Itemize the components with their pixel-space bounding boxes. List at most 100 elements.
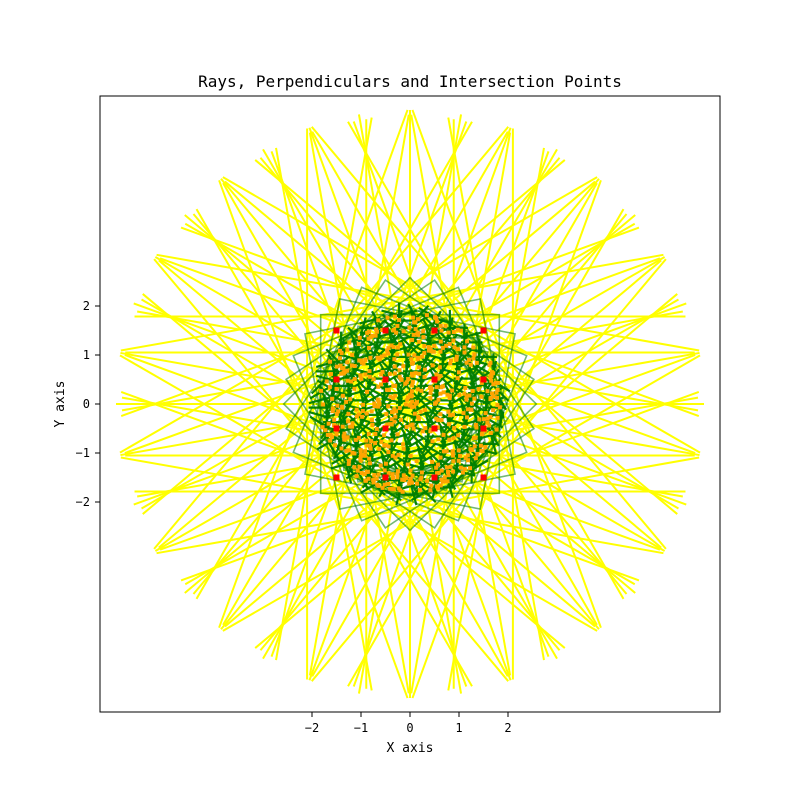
intersection-point: [462, 345, 467, 350]
intersection-point: [458, 453, 463, 458]
intersection-point: [334, 386, 339, 391]
intersection-point: [328, 359, 333, 364]
intersection-point: [334, 364, 339, 369]
intersection-point-red: [431, 327, 438, 334]
intersection-point: [371, 377, 376, 382]
intersection-point: [409, 480, 414, 485]
intersection-point: [495, 403, 500, 408]
intersection-point: [452, 425, 457, 430]
intersection-point: [472, 444, 477, 449]
intersection-point: [385, 387, 390, 392]
intersection-point: [463, 455, 468, 460]
intersection-point: [417, 487, 422, 492]
intersection-point: [428, 488, 433, 493]
intersection-point: [408, 423, 413, 428]
intersection-point: [458, 328, 463, 333]
plot-area: [116, 109, 704, 699]
intersection-point: [438, 483, 443, 488]
ray-line: [358, 492, 598, 632]
perpendicular-segment: [418, 365, 439, 378]
intersection-point: [418, 409, 423, 414]
intersection-point-red: [382, 327, 389, 334]
intersection-point: [490, 391, 495, 396]
intersection-point: [442, 475, 447, 480]
ray-line: [375, 157, 561, 377]
ray-line: [153, 258, 332, 471]
intersection-point: [448, 413, 453, 418]
intersection-point: [438, 349, 443, 354]
intersection-point: [418, 477, 423, 482]
ray-line: [409, 403, 558, 660]
intersection-point: [397, 317, 402, 322]
intersection-point: [386, 404, 391, 409]
intersection-point: [417, 371, 422, 376]
intersection-point: [363, 449, 368, 454]
intersection-point: [347, 458, 352, 463]
y-tick-label: −2: [76, 495, 90, 509]
intersection-point: [472, 396, 477, 401]
perpendicular-segment: [418, 452, 439, 465]
intersection-point: [356, 412, 361, 417]
ray-line: [153, 337, 332, 550]
x-axis-label: X axis: [387, 741, 434, 756]
ray-line: [347, 447, 487, 687]
intersection-point: [467, 393, 472, 398]
intersection-point: [446, 330, 451, 335]
intersection-point: [439, 477, 444, 482]
y-tick-label: 0: [83, 397, 90, 411]
intersection-point: [321, 402, 326, 407]
intersection-point: [326, 421, 331, 426]
ray-line: [222, 492, 462, 632]
intersection-point: [392, 327, 397, 332]
intersection-point: [451, 436, 456, 441]
intersection-point: [405, 397, 410, 402]
intersection-point: [461, 411, 466, 416]
intersection-point: [327, 385, 332, 390]
intersection-point: [379, 354, 384, 359]
perpendicular-segment: [309, 386, 330, 400]
intersection-point: [409, 405, 414, 410]
intersection-point: [467, 357, 472, 362]
intersection-point: [424, 313, 429, 318]
intersection-point: [445, 392, 450, 397]
intersection-point: [374, 327, 379, 332]
intersection-point: [347, 448, 352, 453]
intersection-point: [468, 362, 473, 367]
intersection-point: [425, 478, 430, 483]
intersection-point: [385, 315, 390, 320]
intersection-point: [374, 476, 379, 481]
intersection-point: [444, 343, 449, 348]
intersection-point: [426, 345, 431, 350]
intersection-point: [456, 458, 461, 463]
intersection-point: [447, 437, 452, 442]
ray-line: [488, 258, 667, 471]
intersection-point: [367, 461, 372, 466]
ray-line: [409, 148, 558, 405]
intersection-point: [379, 382, 384, 387]
intersection-point: [434, 316, 439, 321]
intersection-point: [341, 434, 346, 439]
perpendicular-segment: [392, 375, 406, 396]
intersection-point: [452, 345, 457, 350]
x-tick-label: 0: [406, 721, 413, 735]
intersection-point-red: [480, 327, 487, 334]
ray-line: [495, 147, 545, 420]
intersection-point: [466, 458, 471, 463]
intersection-point: [441, 449, 446, 454]
intersection-point: [349, 363, 354, 368]
ray-line: [353, 470, 566, 649]
intersection-point: [432, 343, 437, 348]
ray-line: [142, 293, 355, 472]
intersection-point: [357, 335, 362, 340]
y-tick-label: 1: [83, 348, 90, 362]
intersection-point: [328, 432, 333, 437]
intersection-point: [369, 417, 374, 422]
intersection-point: [393, 383, 398, 388]
intersection-point: [421, 335, 426, 340]
intersection-point: [352, 386, 357, 391]
intersection-point: [388, 394, 393, 399]
intersection-point: [485, 416, 490, 421]
intersection-point: [395, 472, 400, 477]
intersection-point: [468, 447, 473, 452]
intersection-point: [471, 345, 476, 350]
